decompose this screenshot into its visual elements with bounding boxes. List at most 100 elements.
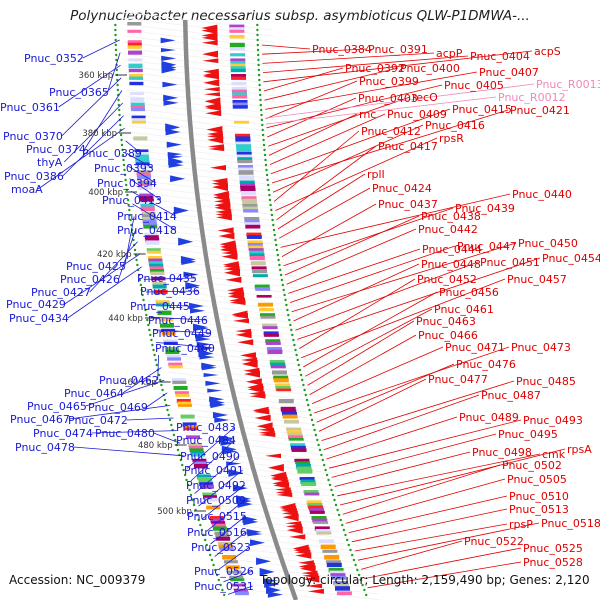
scale-dot-outer xyxy=(261,133,265,137)
cog-tile-left xyxy=(171,378,186,383)
scale-dot-outer xyxy=(259,103,262,107)
cog-tile-left xyxy=(129,76,144,80)
band-spoke xyxy=(223,563,375,583)
scale-dot-inner xyxy=(167,413,170,417)
reverse-gene-arrow xyxy=(203,79,220,87)
cog-tile-right xyxy=(329,570,345,574)
cog-tile-right xyxy=(270,362,286,367)
right-label-leader xyxy=(354,523,508,552)
scale-dot-inner xyxy=(126,198,130,202)
scale-dot-outer xyxy=(293,343,296,347)
scale-dot-outer xyxy=(259,93,262,97)
scale-dot-inner xyxy=(150,338,153,342)
band-spoke xyxy=(178,413,329,433)
reverse-gene-arrow xyxy=(215,214,232,221)
scale-dot-inner xyxy=(191,498,194,502)
scale-dot-inner xyxy=(136,263,139,267)
reverse-gene-arrow xyxy=(206,126,223,134)
scale-dot-inner xyxy=(117,103,121,107)
cog-tile-right xyxy=(242,204,258,209)
right-gene-label: Pnuc_0456 xyxy=(439,286,499,299)
band-spoke xyxy=(230,581,381,600)
scale-dot-inner xyxy=(215,573,219,577)
forward-gene-arrow xyxy=(205,380,221,386)
reverse-gene-arrow xyxy=(259,432,276,438)
cog-tile-right xyxy=(291,448,307,452)
scale-dot-inner xyxy=(137,273,141,277)
cog-tile-left xyxy=(132,120,146,124)
cog-tile-right xyxy=(260,315,276,319)
cog-tile-left xyxy=(227,570,242,574)
cog-tile-left xyxy=(128,58,143,62)
forward-gene-arrow xyxy=(189,308,205,314)
right-gene-label: Pnuc_0528 xyxy=(523,556,583,569)
cog-tile-right xyxy=(312,518,328,523)
band-spoke xyxy=(151,293,302,313)
left-label-leader xyxy=(132,203,176,231)
scale-dot-inner xyxy=(128,208,131,212)
scale-dot-outer xyxy=(339,518,342,522)
cog-tile-right xyxy=(243,209,259,213)
cog-tile-left xyxy=(143,224,158,229)
scale-dot-outer xyxy=(277,258,280,262)
cog-tile-right xyxy=(232,102,248,108)
cog-tile-right xyxy=(232,94,248,99)
cog-tile-right xyxy=(231,81,247,86)
cog-tile-right xyxy=(307,503,323,508)
scale-dot-inner xyxy=(189,493,193,497)
scale-dot-inner xyxy=(199,523,202,527)
cog-tile-left xyxy=(222,555,237,560)
cog-tile-left xyxy=(145,240,160,245)
scale-dot-inner xyxy=(114,48,118,52)
right-gene-label: Pnuc_0399 xyxy=(359,75,419,88)
band-spoke xyxy=(126,89,277,109)
cog-tile-left xyxy=(131,118,146,122)
cog-tile-left xyxy=(184,427,198,431)
reverse-gene-arrow xyxy=(271,477,288,482)
cog-tile-right xyxy=(236,149,252,153)
scale-dot-inner xyxy=(197,518,200,522)
scale-dot-outer xyxy=(352,558,356,562)
scale-label: 500 kbp xyxy=(157,507,192,517)
band-spoke xyxy=(146,263,297,283)
reverse-gene-arrow xyxy=(203,87,220,92)
band-spoke xyxy=(162,347,313,367)
cog-tile-right xyxy=(265,339,281,343)
cog-tile-right xyxy=(232,100,248,104)
cog-tile-right xyxy=(252,269,268,274)
cog-tile-right xyxy=(314,526,330,531)
scale-dot-outer xyxy=(267,183,270,187)
scale-label: 460 kbp xyxy=(122,378,157,388)
cog-tile-left xyxy=(189,448,204,452)
forward-gene-arrow xyxy=(183,271,199,278)
right-label-leader xyxy=(303,291,438,368)
cog-tile-left xyxy=(173,386,188,390)
cog-tile-left xyxy=(135,162,150,166)
genome-backbone xyxy=(182,19,299,600)
cog-tile-left xyxy=(138,183,152,188)
scale-dot-inner xyxy=(124,178,127,182)
left-gene-label: Pnuc_0429 xyxy=(6,298,66,311)
scale-dot-inner xyxy=(125,188,128,192)
band-spoke xyxy=(196,479,347,499)
cog-tile-right xyxy=(240,185,256,190)
cog-tile-left xyxy=(178,404,192,407)
cog-tile-right xyxy=(331,575,347,580)
right-label-leader xyxy=(323,394,480,451)
band-spoke xyxy=(140,227,291,247)
scale-dot-outer xyxy=(275,248,279,252)
scale-dot-inner xyxy=(217,578,220,582)
scale-dot-outer xyxy=(256,48,260,52)
band-spoke xyxy=(150,287,301,307)
scale-dot-outer xyxy=(330,488,333,492)
scale-dot-outer xyxy=(265,168,268,172)
scale-dot-inner xyxy=(129,218,132,222)
cog-tile-left xyxy=(223,560,238,564)
reverse-gene-arrow xyxy=(244,370,261,378)
right-gene-label: acpP xyxy=(436,47,463,60)
cog-tile-left xyxy=(168,362,183,367)
left-label-leader xyxy=(150,316,207,321)
cog-tile-right xyxy=(245,224,261,229)
cog-tile-right xyxy=(324,555,340,560)
scale-dot-inner xyxy=(151,343,154,347)
